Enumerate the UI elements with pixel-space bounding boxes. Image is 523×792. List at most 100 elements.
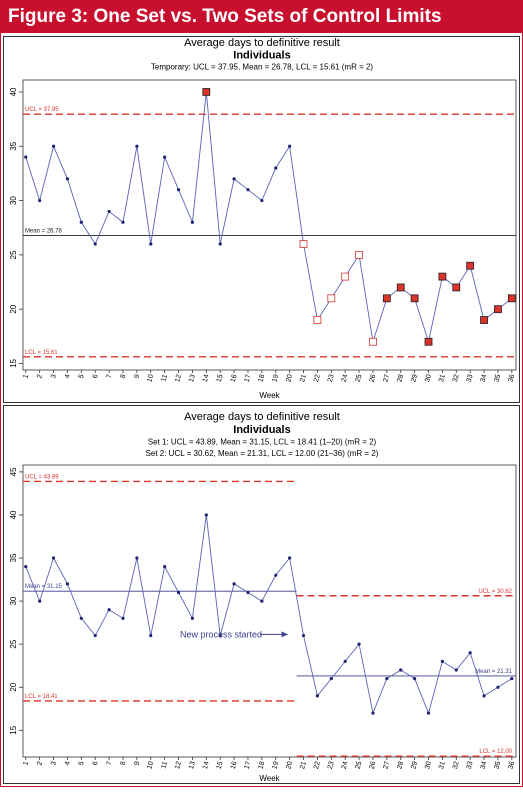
control-limit-label: Mean = 21.31 bbox=[475, 669, 513, 675]
x-tick-label: 33 bbox=[466, 761, 475, 770]
control-limit-label: LCL = 18.41 bbox=[25, 694, 58, 700]
x-tick-label: 8 bbox=[120, 374, 128, 380]
data-point bbox=[396, 283, 405, 292]
data-point bbox=[135, 556, 139, 560]
control-limit-label: UCL = 43.89 bbox=[25, 474, 59, 480]
x-tick-label: 6 bbox=[92, 761, 100, 767]
x-tick-label: 18 bbox=[258, 374, 267, 383]
data-point bbox=[454, 668, 458, 672]
data-point bbox=[426, 711, 431, 715]
control-limit-label: LCL = 15.61 bbox=[25, 350, 58, 356]
y-tick-label: 30 bbox=[9, 196, 18, 205]
x-tick-label: 12 bbox=[174, 374, 183, 383]
x-tick-label: 27 bbox=[383, 761, 392, 770]
x-tick-label: 34 bbox=[480, 374, 489, 383]
x-tick-label: 4 bbox=[64, 374, 72, 380]
control-limit-label: UCL = 30.62 bbox=[478, 589, 512, 595]
data-point bbox=[202, 88, 211, 96]
data-point bbox=[121, 220, 125, 224]
annotation: New process started bbox=[180, 629, 262, 639]
x-tick-label: 31 bbox=[438, 761, 447, 770]
x-tick-label: 23 bbox=[327, 761, 336, 770]
x-tick-label: 3 bbox=[50, 761, 58, 767]
data-point bbox=[315, 694, 320, 698]
data-point bbox=[163, 565, 167, 569]
y-tick-label: 35 bbox=[9, 553, 18, 562]
data-point bbox=[93, 633, 97, 638]
data-point bbox=[107, 608, 111, 612]
x-tick-label: 27 bbox=[383, 374, 392, 383]
x-tick-label: 18 bbox=[258, 761, 267, 770]
data-point bbox=[24, 155, 28, 159]
data-point bbox=[341, 272, 350, 281]
x-tick-label: 35 bbox=[494, 761, 503, 770]
x-tick-label: 1 bbox=[22, 761, 30, 767]
x-tick-label: 15 bbox=[216, 374, 225, 383]
x-tick-label: 14 bbox=[202, 761, 211, 770]
data-point bbox=[329, 677, 333, 681]
data-point bbox=[51, 556, 56, 560]
panel bbox=[3, 36, 520, 403]
x-tick-label: 8 bbox=[120, 761, 128, 767]
data-point bbox=[438, 272, 447, 281]
data-point bbox=[190, 616, 195, 620]
data-point bbox=[260, 599, 264, 603]
x-tick-label: 2 bbox=[36, 761, 44, 767]
y-tick-label: 20 bbox=[9, 682, 18, 691]
x-tick-label: 25 bbox=[355, 374, 364, 383]
x-tick-label: 36 bbox=[507, 761, 516, 770]
x-tick-label: 11 bbox=[160, 761, 169, 770]
data-point bbox=[299, 240, 308, 248]
x-tick-label: 29 bbox=[410, 761, 419, 770]
data-point bbox=[424, 337, 433, 346]
data-point bbox=[107, 209, 111, 214]
x-tick-label: 34 bbox=[480, 761, 489, 770]
data-point bbox=[482, 694, 486, 698]
y-tick-label: 45 bbox=[9, 467, 18, 476]
y-tick-label: 25 bbox=[9, 250, 18, 259]
data-point bbox=[204, 513, 208, 517]
data-point bbox=[51, 144, 56, 148]
x-tick-label: 5 bbox=[78, 374, 86, 380]
data-point bbox=[357, 642, 361, 646]
data-point bbox=[410, 294, 419, 303]
x-tick-label: 16 bbox=[230, 374, 239, 383]
x-tick-label: 20 bbox=[285, 761, 294, 770]
x-tick-label: 7 bbox=[106, 374, 114, 380]
series-line bbox=[25, 514, 513, 715]
plot-area bbox=[22, 464, 517, 758]
x-tick-label: 9 bbox=[134, 761, 142, 767]
data-point bbox=[288, 144, 292, 148]
data-point bbox=[163, 155, 167, 159]
data-point bbox=[260, 198, 264, 203]
banner bbox=[0, 0, 523, 33]
x-tick-label: 30 bbox=[424, 761, 433, 770]
data-point bbox=[496, 685, 500, 689]
y-tick-label: 15 bbox=[9, 725, 18, 734]
data-point bbox=[38, 599, 42, 603]
data-point bbox=[79, 616, 83, 620]
x-tick-label: 20 bbox=[285, 374, 294, 383]
x-tick-label: 7 bbox=[106, 761, 114, 767]
data-point bbox=[246, 188, 250, 192]
control-limit-label: LCL = 12.00 bbox=[479, 749, 512, 755]
x-tick-label: 25 bbox=[355, 761, 364, 770]
x-tick-label: 29 bbox=[410, 374, 419, 383]
data-point bbox=[274, 573, 278, 577]
data-point bbox=[301, 633, 306, 638]
x-tick-label: 31 bbox=[438, 374, 447, 383]
data-point bbox=[494, 305, 502, 314]
x-tick-label: 22 bbox=[313, 761, 322, 770]
series-line bbox=[25, 91, 513, 344]
data-point bbox=[327, 294, 336, 303]
figure-title: Figure 3: One Set vs. Two Sets of Contro… bbox=[8, 6, 442, 27]
data-point bbox=[288, 556, 292, 560]
data-point bbox=[399, 668, 403, 672]
data-point bbox=[355, 250, 363, 259]
x-tick-label: 28 bbox=[396, 374, 405, 383]
x-tick-label: 33 bbox=[466, 374, 475, 383]
data-point bbox=[413, 677, 417, 681]
y-tick-label: 40 bbox=[9, 510, 18, 519]
x-tick-label: 30 bbox=[424, 374, 433, 383]
